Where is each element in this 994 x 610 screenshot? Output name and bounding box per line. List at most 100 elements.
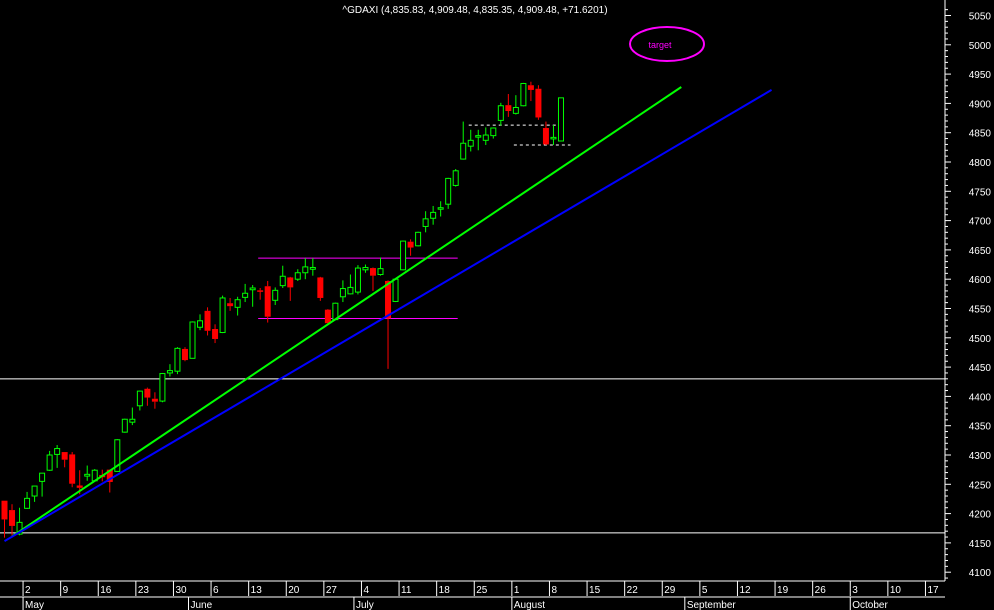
x-tick-label: 8 [551,585,557,596]
candle-up [430,205,437,225]
candle-down [369,267,376,291]
candle-body [279,275,286,287]
y-tick-label: 4550 [969,304,992,315]
candle-down [385,280,392,369]
candle-up [415,231,422,247]
candle-body [264,286,271,317]
candle-up [512,95,519,115]
candle-up [174,347,181,375]
candle-body [136,390,143,407]
x-tick-label: 2 [25,585,31,596]
x-tick-label: 9 [63,585,69,596]
candle-up [460,121,467,160]
candle-up [437,201,444,217]
y-tick-label: 4600 [969,275,992,286]
candle-body [181,348,188,361]
candle-body [212,329,219,339]
candle-up [475,129,482,151]
candle-body [1,500,8,520]
candle-body [339,288,346,298]
candle-body [189,321,196,359]
candle-down [212,324,219,344]
candle-body [287,277,294,288]
candle-up [39,472,46,497]
candle-body [407,241,414,248]
x-tick-label: 25 [476,585,488,596]
candle-up [84,465,91,481]
candle-body [219,297,226,334]
x-tick-label: 22 [627,585,639,596]
candle-body [527,85,534,90]
candle-up [467,129,474,152]
candle-body [144,388,151,398]
horizontal-lines [0,124,945,534]
candle-body [422,218,429,227]
y-tick-label: 4800 [969,158,992,169]
x-tick-label: 18 [439,585,451,596]
candle-down [407,239,414,256]
candle-body [535,88,542,118]
candle-body [249,287,256,291]
y-tick-label: 4300 [969,451,992,462]
y-tick-label: 4500 [969,334,992,345]
candle-body [39,472,46,482]
candle-body [24,497,31,509]
candle-up [31,485,38,502]
candle-up [347,274,354,295]
month-label: May [25,600,44,610]
trendline [3,89,773,542]
target-label: target [648,40,672,50]
candle-up [550,125,557,146]
candle-up [279,265,286,288]
candle-body [61,452,68,460]
x-tick-label: 1 [514,585,520,596]
candle-body [159,373,166,402]
x-tick-label: 29 [664,585,676,596]
y-tick-label: 4700 [969,217,992,228]
y-tick-label: 4950 [969,70,992,81]
candle-body [347,286,354,295]
candle-up [400,240,407,271]
candle-body [166,370,173,374]
candle-body [460,142,467,160]
candle-down [324,309,331,324]
y-tick-label: 4450 [969,363,992,374]
candle-body [385,280,392,319]
candle-down [542,121,549,146]
candle-body [151,398,158,402]
candle-up [234,296,241,316]
y-tick-label: 4350 [969,422,992,433]
y-tick-label: 4750 [969,187,992,198]
x-tick-label: 23 [138,585,150,596]
y-tick-label: 4250 [969,480,992,491]
x-tick-label: 12 [739,585,751,596]
trendlines [3,86,773,542]
target-annotation: target [629,26,705,62]
candle-body [505,105,512,112]
candle-up [422,211,429,233]
month-label: September [687,600,737,610]
candle-body [16,521,23,535]
candle-body [497,105,504,121]
x-tick-label: 3 [852,585,858,596]
candle-body [197,320,204,328]
candle-body [557,97,564,142]
y-tick-label: 4650 [969,246,992,257]
y-tick-label: 5050 [969,12,992,23]
candle-down [317,276,324,301]
x-axis: 2529162330613202741118251815222951219263… [0,580,945,610]
candle-up [392,278,399,303]
candle-body [324,309,331,324]
candle-up [354,265,361,295]
candle-up [309,258,316,276]
candle-body [475,135,482,138]
candle-body [106,469,113,482]
candle-down [287,276,294,301]
candle-body [542,128,549,145]
candle-body [121,418,128,433]
candle-body [362,266,369,271]
candle-body [452,170,459,186]
y-tick-label: 4850 [969,129,992,140]
candle-body [520,82,527,107]
